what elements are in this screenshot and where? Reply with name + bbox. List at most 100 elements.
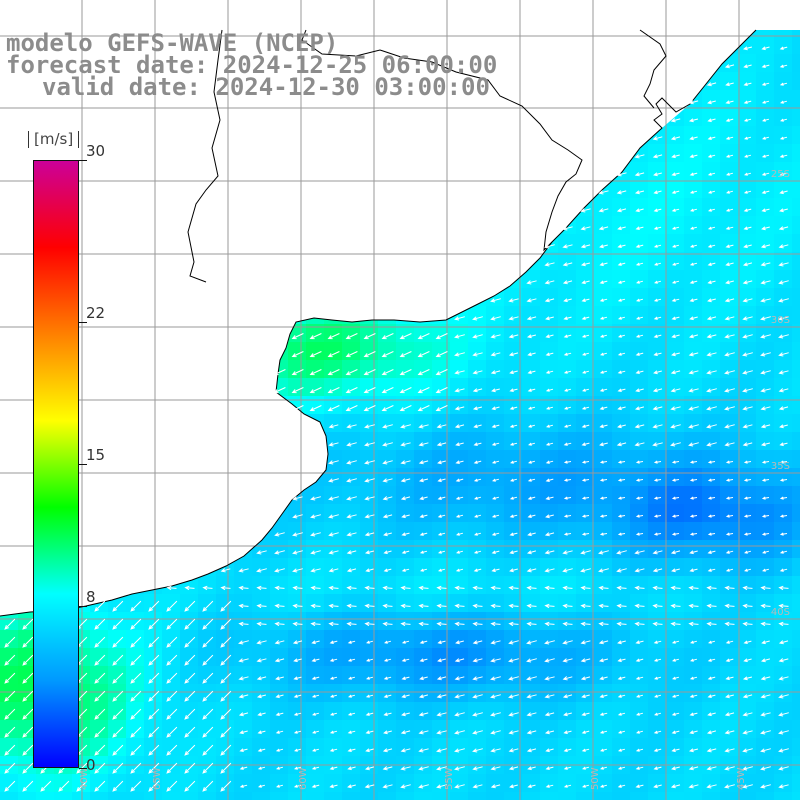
- wind-arrow: [311, 640, 320, 645]
- wind-arrow: [4, 618, 16, 630]
- wind-speed-cell: [594, 612, 613, 631]
- wind-speed-cell: [432, 360, 451, 379]
- wind-speed-cell: [594, 234, 613, 253]
- wind-arrow: [724, 730, 735, 735]
- longitude-label: 60W: [298, 767, 309, 790]
- wind-speed-cell: [576, 522, 595, 541]
- wind-speed-cell: [468, 720, 487, 739]
- wind-speed-cell: [558, 504, 577, 523]
- wind-arrow: [761, 478, 770, 482]
- wind-arrow: [689, 190, 698, 194]
- wind-arrow: [725, 658, 734, 662]
- wind-speed-cell: [720, 504, 739, 523]
- wind-speed-cell: [630, 378, 649, 397]
- wind-arrow: [526, 730, 537, 735]
- wind-arrow: [148, 600, 160, 612]
- wind-arrow: [671, 154, 680, 159]
- wind-speed-cell: [360, 378, 379, 397]
- wind-speed-cell: [90, 666, 109, 685]
- wind-arrow: [724, 784, 735, 789]
- wind-arrow: [743, 82, 752, 86]
- wind-arrow: [760, 442, 771, 447]
- wind-arrow: [310, 603, 321, 609]
- wind-arrow: [634, 154, 645, 159]
- wind-speed-cell: [126, 720, 145, 739]
- wind-speed-cell: [342, 360, 361, 379]
- wind-speed-cell: [666, 792, 685, 800]
- wind-speed-cell: [522, 648, 541, 667]
- wind-speed-cell: [522, 450, 541, 469]
- wind-arrow: [778, 262, 789, 267]
- wind-arrow: [312, 730, 320, 734]
- wind-arrow: [472, 370, 483, 375]
- wind-speed-cell: [216, 702, 235, 721]
- wind-arrow: [617, 406, 626, 411]
- wind-speed-cell: [540, 522, 559, 541]
- wind-arrow: [364, 496, 375, 501]
- wind-arrow: [473, 460, 482, 464]
- wind-arrow: [707, 118, 716, 123]
- wind-speed-cell: [396, 432, 415, 451]
- wind-speed-cell: [648, 180, 667, 199]
- wind-speed-cell: [738, 450, 757, 469]
- wind-arrow: [652, 621, 663, 627]
- wind-speed-cell: [414, 432, 433, 451]
- wind-arrow: [293, 784, 302, 788]
- wind-arrow: [562, 640, 573, 645]
- wind-speed-cell: [522, 774, 541, 793]
- wind-arrow: [202, 690, 214, 702]
- wind-arrow: [148, 636, 160, 648]
- wind-arrow: [509, 424, 518, 428]
- wind-speed-cell: [702, 288, 721, 307]
- wind-arrow: [184, 780, 196, 792]
- wind-arrow: [401, 694, 410, 699]
- wind-arrow: [671, 478, 680, 482]
- longitude-label: 45W: [736, 767, 747, 790]
- wind-arrow: [365, 568, 374, 573]
- wind-speed-cell: [144, 792, 163, 800]
- wind-arrow: [400, 748, 411, 753]
- wind-speed-cell: [630, 666, 649, 685]
- wind-speed-cell: [666, 594, 685, 613]
- wind-arrow: [581, 514, 590, 518]
- wind-speed-cell: [666, 306, 685, 325]
- latitude-label: 25S: [771, 169, 790, 180]
- wind-speed-cell: [90, 774, 109, 793]
- wind-arrow: [383, 712, 392, 717]
- wind-arrow: [598, 658, 609, 663]
- wind-arrow: [94, 780, 106, 792]
- wind-speed-cell: [792, 432, 800, 451]
- wind-arrow: [688, 603, 699, 609]
- wind-speed-cell: [720, 648, 739, 667]
- wind-arrow: [564, 388, 572, 392]
- wind-speed-cell: [144, 720, 163, 739]
- wind-arrow: [437, 532, 446, 536]
- wind-speed-cell: [558, 558, 577, 577]
- wind-arrow: [4, 654, 16, 666]
- wind-arrow: [760, 280, 771, 285]
- wind-speed-cell: [774, 270, 793, 289]
- wind-arrow: [725, 262, 734, 267]
- wind-speed-cell: [738, 198, 757, 217]
- wind-speed-cell: [306, 612, 325, 631]
- wind-arrow: [94, 600, 106, 612]
- wind-speed-cell: [774, 36, 793, 55]
- wind-speed-cell: [252, 558, 271, 577]
- wind-speed-cell: [774, 198, 793, 217]
- wind-speed-cell: [702, 378, 721, 397]
- wind-arrow: [778, 712, 789, 717]
- wind-speed-cell: [432, 792, 451, 800]
- wind-arrow: [275, 676, 284, 681]
- wind-speed-cell: [414, 396, 433, 415]
- wind-speed-cell: [252, 774, 271, 793]
- wind-speed-cell: [576, 774, 595, 793]
- wind-arrow: [563, 298, 572, 303]
- wind-speed-cell: [648, 702, 667, 721]
- wind-speed-cell: [486, 360, 505, 379]
- wind-arrow: [580, 262, 591, 267]
- wind-speed-cell: [432, 558, 451, 577]
- wind-speed-cell: [594, 702, 613, 721]
- wind-arrow: [309, 387, 322, 394]
- wind-speed-cell: [450, 774, 469, 793]
- wind-arrow: [725, 478, 734, 482]
